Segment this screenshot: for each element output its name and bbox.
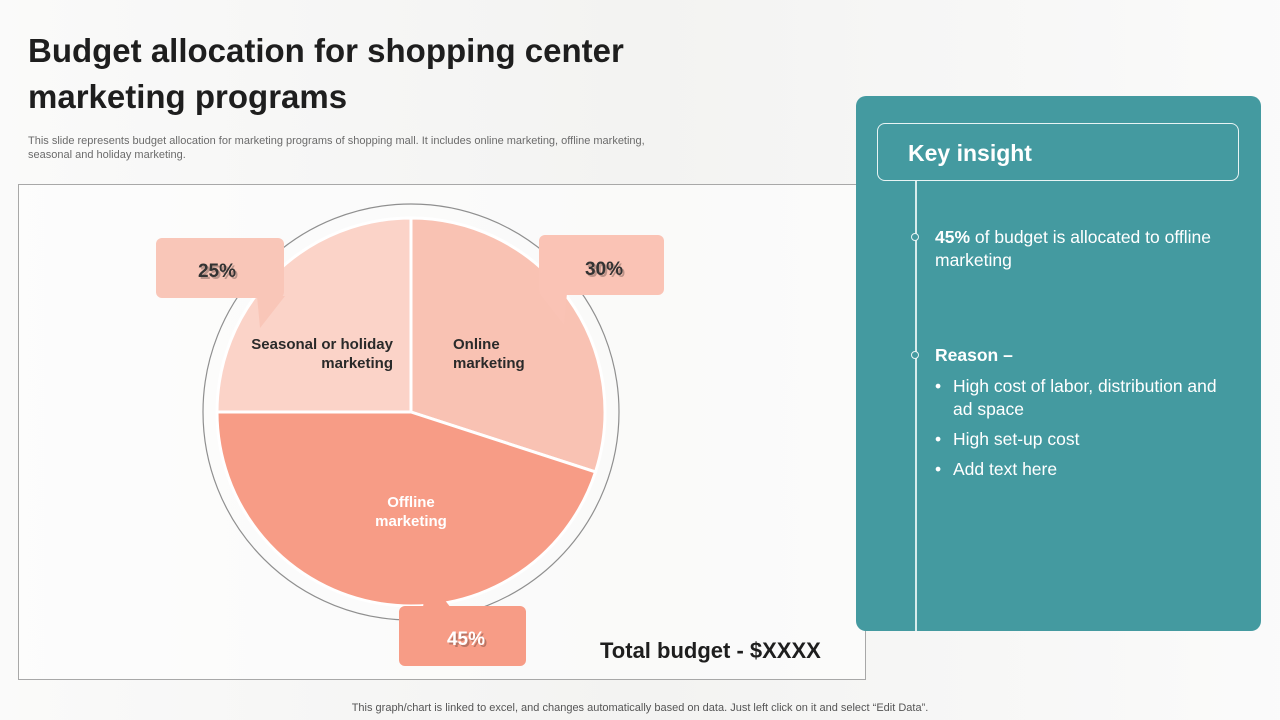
reason-item: High set-up cost	[935, 428, 1235, 451]
key-insight-panel: Key insight 45% of budget is allocated t…	[856, 96, 1261, 631]
key-insight-title: Key insight	[908, 140, 1032, 166]
chart-frame: Online marketing Offline marketing Seasonal …	[18, 184, 866, 680]
pie-chart[interactable]: Online marketing Offline marketing Seasonal …	[19, 185, 865, 679]
reason-list: High cost of labor, distribution and ad …	[935, 375, 1235, 488]
page-subtitle: This slide represents budget allocation …	[28, 135, 645, 161]
key-insight-header: Key insight	[877, 123, 1239, 181]
slice-label-online: Online marketing	[453, 336, 525, 372]
callout-box-offline	[399, 606, 526, 666]
callout-pointer-online	[539, 293, 567, 325]
timeline-line	[915, 181, 917, 631]
reason-item: Add text here	[935, 458, 1235, 481]
insight-point-1-text: of budget is allocated to offline market…	[935, 227, 1211, 270]
value-label-offline: 45%	[447, 629, 485, 650]
timeline-dot-2	[911, 351, 919, 359]
slice-label-offline: Offline marketing	[375, 494, 447, 530]
reason-title: Reason –	[935, 344, 1235, 367]
value-label-shadow: 45%	[449, 631, 487, 652]
total-budget: Total budget - $XXXX	[600, 638, 821, 663]
callout-box-seasonal	[156, 238, 284, 298]
callout-pointer-offline	[423, 576, 451, 608]
callout-box-online	[539, 235, 664, 295]
slice-label-seasonal: Seasonal or holiday marketing	[251, 336, 393, 372]
value-label-shadow: 25%	[200, 263, 238, 284]
footer-note: This graph/chart is linked to excel, and…	[351, 702, 929, 714]
reason-title-text: Reason –	[935, 345, 1013, 365]
timeline-dot-1	[911, 233, 919, 241]
reason-item: High cost of labor, distribution and ad …	[935, 375, 1235, 421]
insight-point-1: 45% of budget is allocated to offline ma…	[935, 226, 1235, 272]
page-title: Budget allocation for shopping center ma…	[28, 32, 624, 115]
insight-point-1-highlight: 45%	[935, 227, 971, 247]
callout-pointer-seasonal	[257, 296, 285, 328]
value-label-shadow: 30%	[587, 261, 625, 282]
pie-slice-online[interactable]	[409, 216, 607, 474]
value-label-online: 30%	[585, 259, 623, 280]
value-label-seasonal: 25%	[198, 261, 236, 282]
pie-slice-offline[interactable]	[215, 410, 598, 608]
